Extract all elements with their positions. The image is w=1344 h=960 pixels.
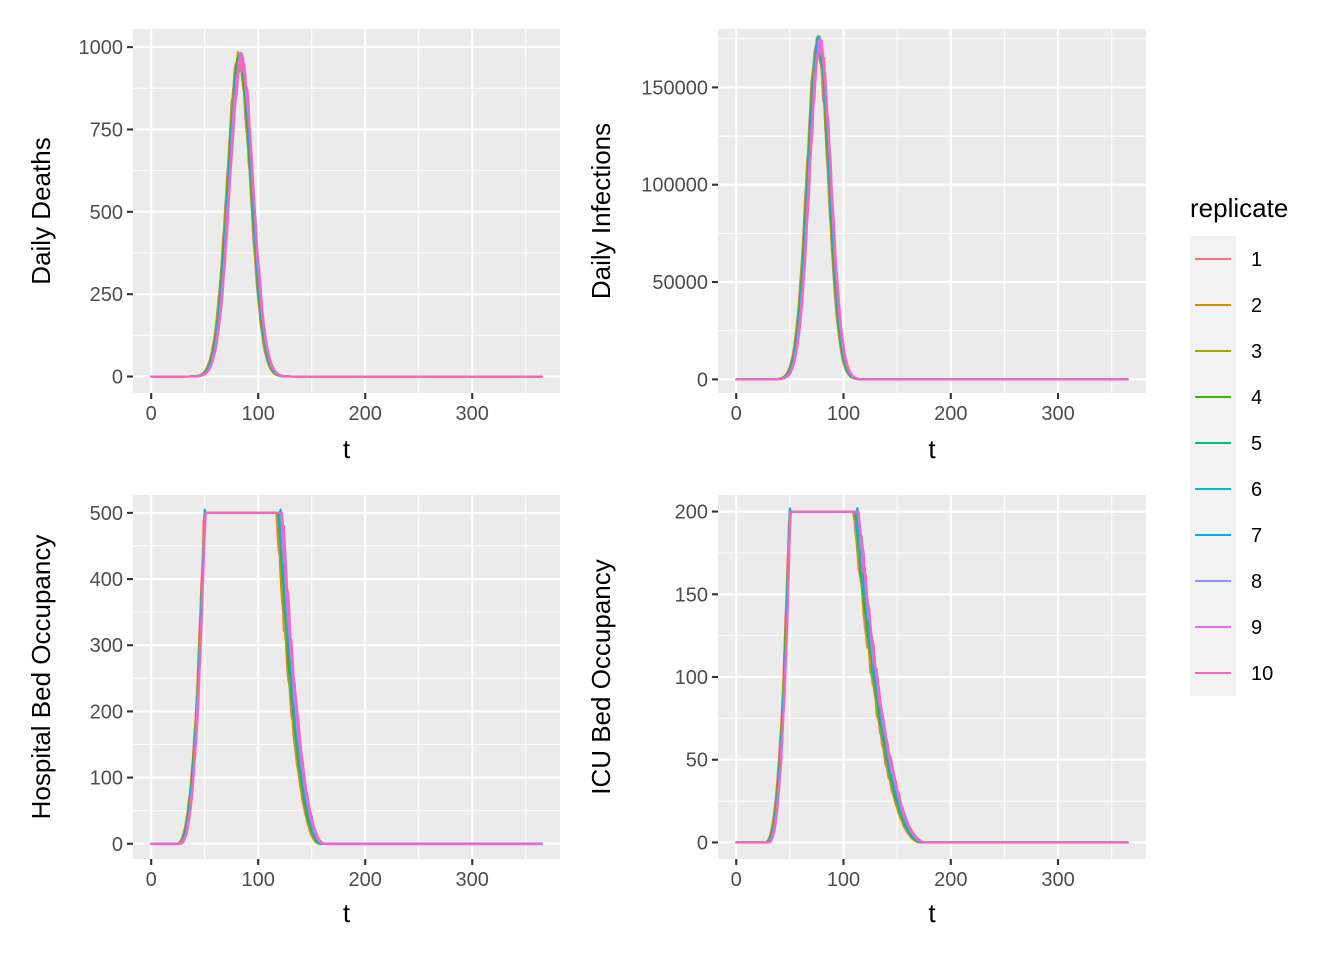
x-tick-label: 300	[1041, 869, 1074, 891]
x-tick-label: 300	[456, 403, 489, 425]
y-tick-label: 50	[686, 750, 708, 772]
legend: replicate 1 2 3 4 5 6 7 8 9 10	[1190, 193, 1288, 696]
legend-item-10: 10	[1190, 650, 1273, 696]
x-tick-label: 0	[731, 869, 742, 891]
x-axis-title: t	[343, 434, 351, 464]
panel-4: 0 100 200 300 0 50 100 150 200 t ICU Bed Occupancy	[586, 495, 1146, 928]
x-tick-label: 0	[146, 403, 157, 425]
legend-label: 5	[1251, 433, 1262, 455]
x-tick-label: 200	[349, 869, 382, 891]
legend-item-5: 5	[1190, 420, 1262, 466]
y-tick-label: 50000	[652, 272, 708, 294]
series-line-replicate-10	[150, 511, 543, 845]
x-tick-label: 100	[827, 869, 860, 891]
legend-label: 6	[1251, 479, 1262, 501]
y-tick-label: 0	[697, 369, 708, 391]
y-axis-title: Hospital Bed Occupancy	[26, 535, 56, 820]
y-tick-label: 150000	[641, 77, 708, 99]
y-tick-label: 200	[90, 701, 123, 723]
legend-item-7: 7	[1190, 512, 1262, 558]
legend-item-2: 2	[1190, 282, 1262, 328]
legend-label: 4	[1251, 387, 1262, 409]
y-tick-label: 500	[90, 503, 123, 525]
x-tick-label: 100	[242, 403, 275, 425]
legend-item-6: 6	[1190, 466, 1262, 512]
x-tick-label: 100	[242, 869, 275, 891]
y-tick-label: 0	[112, 834, 123, 856]
legend-items: 1 2 3 4 5 6 7 8 9 10	[1190, 236, 1273, 696]
y-tick-label: 300	[90, 635, 123, 657]
y-tick-label: 500	[90, 202, 123, 224]
x-tick-label: 300	[456, 869, 489, 891]
x-tick-label: 200	[934, 869, 967, 891]
panel-1: 0 100 200 300 0 250 500 750 1000 t Daily Deaths	[26, 29, 560, 464]
x-axis-title: t	[343, 898, 351, 928]
legend-item-9: 9	[1190, 604, 1262, 650]
y-tick-label: 100000	[641, 175, 708, 197]
panel-3: 0 100 200 300 0 100 200 300 400 500 t Hospital Bed …	[26, 495, 560, 928]
legend-label: 8	[1251, 571, 1262, 593]
legend-label: 7	[1251, 525, 1262, 547]
x-axis-title: t	[928, 434, 936, 464]
y-axis-title: Daily Infections	[586, 123, 616, 299]
x-tick-label: 200	[349, 403, 382, 425]
series-line-replicate-10	[735, 510, 1129, 844]
y-axis-title: ICU Bed Occupancy	[586, 559, 616, 795]
legend-item-3: 3	[1190, 328, 1262, 374]
x-tick-label: 100	[827, 403, 860, 425]
legend-label: 3	[1251, 341, 1262, 363]
x-tick-label: 200	[934, 403, 967, 425]
x-tick-label: 0	[731, 403, 742, 425]
y-tick-label: 750	[90, 119, 123, 141]
legend-label: 10	[1251, 663, 1273, 685]
panel-2: 0 100 200 300 0 50000 100000 150000 t Daily Infec…	[586, 29, 1146, 464]
legend-title: replicate	[1190, 193, 1288, 223]
legend-label: 9	[1251, 617, 1262, 639]
legend-label: 1	[1251, 249, 1262, 271]
series-line-replicate-10	[150, 52, 543, 378]
y-tick-label: 150	[675, 584, 708, 606]
panel-background	[718, 29, 1146, 393]
legend-item-8: 8	[1190, 558, 1262, 604]
y-tick-label: 0	[697, 832, 708, 854]
legend-item-4: 4	[1190, 374, 1262, 420]
y-tick-label: 100	[90, 768, 123, 790]
series-line-replicate-10	[735, 44, 1129, 381]
x-axis-title: t	[928, 898, 936, 928]
y-tick-label: 200	[675, 502, 708, 524]
y-axis-title: Daily Deaths	[26, 137, 56, 284]
y-tick-label: 400	[90, 569, 123, 591]
y-tick-label: 0	[112, 367, 123, 389]
legend-item-1: 1	[1190, 236, 1262, 282]
x-tick-label: 0	[146, 869, 157, 891]
y-tick-label: 250	[90, 284, 123, 306]
legend-label: 2	[1251, 295, 1262, 317]
x-tick-label: 300	[1041, 403, 1074, 425]
y-tick-label: 1000	[79, 37, 124, 59]
y-tick-label: 100	[675, 667, 708, 689]
